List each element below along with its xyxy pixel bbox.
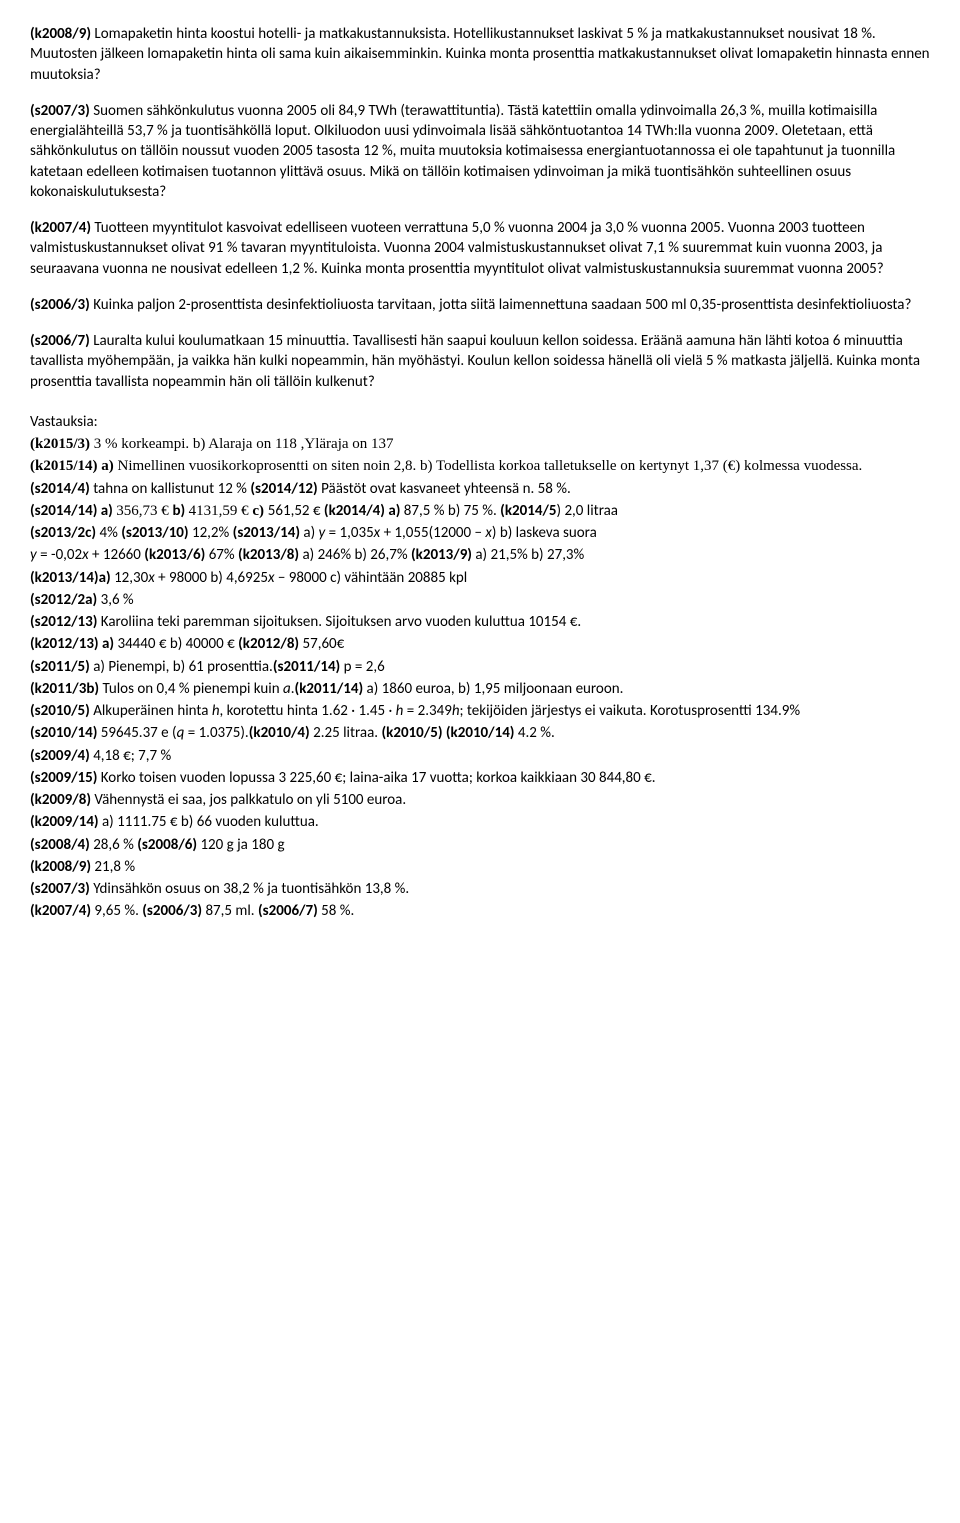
problem-k2008-9: (k2008/9) Lomapaketin hinta koostui hote…	[30, 24, 930, 85]
problem-s2006-3: (s2006/3) Kuinka paljon 2-prosenttista d…	[30, 295, 930, 315]
ans-k2013-14: (k2013/14)a) 12,30x + 98000 b) 4,6925x −…	[30, 568, 930, 588]
ans-k2011: (k2011/3b) Tulos on 0,4 % pienempi kuin …	[30, 679, 930, 699]
ans-s2013: (s2013/2c) 4% (s2013/10) 12,2% (s2013/14…	[30, 523, 930, 543]
ans-s2010-14-k2010: (s2010/14) 59645.37 e (q = 1.0375).(k201…	[30, 723, 930, 743]
ans-s2007-3: (s2007/3) Ydinsähkön osuus on 38,2 % ja …	[30, 879, 930, 899]
ans-k2012: (k2012/13) a) 34440 € b) 40000 € (k2012/…	[30, 634, 930, 654]
ans-s2009-15: (s2009/15) Korko toisen vuoden lopussa 3…	[30, 768, 930, 788]
ans-s2008: (s2008/4) 28,6 % (s2008/6) 120 g ja 180 …	[30, 835, 930, 855]
problem-text: Lauralta kului koulumatkaan 15 minuuttia…	[30, 332, 920, 391]
ans-k2007-s2006: (k2007/4) 9,65 %. (s2006/3) 87,5 ml. (s2…	[30, 901, 930, 921]
problem-s2007-3: (s2007/3) Suomen sähkönkulutus vuonna 20…	[30, 101, 930, 202]
ans-k2015-3: (k2015/3) 3 % korkeampi. b) Alaraja on 1…	[30, 434, 930, 454]
ans-s2014-14-k2014: (s2014/14) a) 356,73 € b) 4131,59 € c) 5…	[30, 501, 930, 521]
problem-k2007-4: (k2007/4) Tuotteen myyntitulot kasvoivat…	[30, 218, 930, 279]
problem-id: (k2008/9)	[30, 25, 91, 43]
answers-heading: Vastauksia:	[30, 412, 930, 432]
ans-s2009-4: (s2009/4) 4,18 €; 7,7 %	[30, 746, 930, 766]
problem-text: Suomen sähkönkulutus vuonna 2005 oli 84,…	[30, 102, 895, 201]
problem-id: (k2007/4)	[30, 219, 91, 237]
problem-text: Lomapaketin hinta koostui hotelli- ja ma…	[30, 25, 930, 84]
problem-id: (s2006/7)	[30, 332, 90, 350]
problem-s2006-7: (s2006/7) Lauralta kului koulumatkaan 15…	[30, 331, 930, 392]
ans-k2009-14: (k2009/14) a) 1111.75 € b) 66 vuoden kul…	[30, 812, 930, 832]
ans-k2015-14: (k2015/14) a) Nimellinen vuosikorkoprose…	[30, 456, 930, 476]
problem-text: Tuotteen myyntitulot kasvoivat edellisee…	[30, 219, 884, 278]
ans-s2012-2a: (s2012/2a) 3,6 %	[30, 590, 930, 610]
ans-s2010-5: (s2010/5) Alkuperäinen hinta h, korotett…	[30, 701, 930, 721]
problem-id: (s2006/3)	[30, 296, 90, 314]
problem-text: Kuinka paljon 2-prosenttista desinfektio…	[90, 296, 912, 314]
ans-s2012-13: (s2012/13) Karoliina teki paremman sijoi…	[30, 612, 930, 632]
problem-id: (s2007/3)	[30, 102, 90, 120]
ans-k2013: y = -0,02x + 12660 (k2013/6) 67% (k2013/…	[30, 545, 930, 565]
ans-k2009-8: (k2009/8) Vähennystä ei saa, jos palkkat…	[30, 790, 930, 810]
ans-s2011: (s2011/5) a) Pienempi, b) 61 prosenttia.…	[30, 657, 930, 677]
ans-k2008-9: (k2008/9) 21,8 %	[30, 857, 930, 877]
ans-s2014-4-12: (s2014/4) tahna on kallistunut 12 % (s20…	[30, 479, 930, 499]
